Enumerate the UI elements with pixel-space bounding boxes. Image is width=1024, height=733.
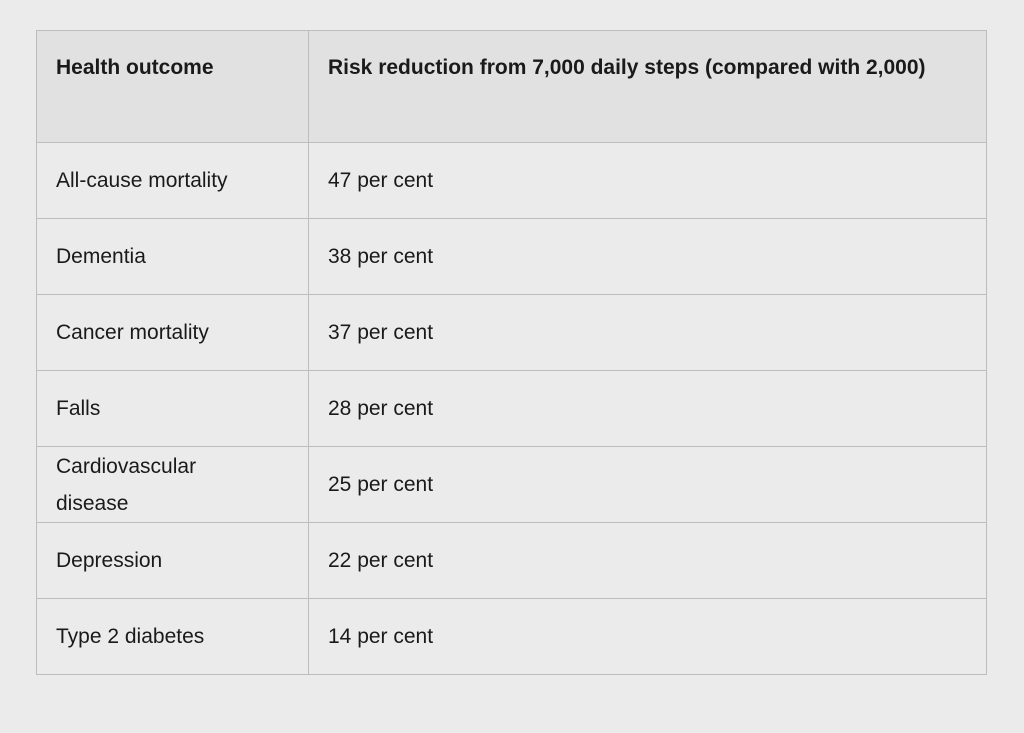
table-cell: 25 per cent — [308, 446, 987, 523]
table-body: All-cause mortality 47 per cent Dementia 38… — [36, 142, 987, 675]
table-cell: All-cause mortality — [36, 142, 309, 219]
table-cell: Cardiovascular disease — [36, 446, 309, 523]
table-cell: Cancer mortality — [36, 294, 309, 371]
table-row: Dementia 38 per cent — [36, 218, 987, 295]
table-cell: Depression — [36, 522, 309, 599]
header-cell: Risk reduction from 7,000 daily steps (c… — [308, 30, 987, 143]
table-cell: 28 per cent — [308, 370, 987, 447]
table-row: Type 2 diabetes 14 per cent — [36, 598, 987, 675]
table-cell: Type 2 diabetes — [36, 598, 309, 675]
table-cell: 38 per cent — [308, 218, 987, 295]
table-cell: Dementia — [36, 218, 309, 295]
table-row: Cardiovascular disease 25 per cent — [36, 446, 987, 523]
table-cell: Falls — [36, 370, 309, 447]
table-cell: 47 per cent — [308, 142, 987, 219]
data-table: Health outcome Risk reduction from 7,000… — [36, 30, 987, 675]
table-head: Health outcome Risk reduction from 7,000… — [36, 30, 987, 143]
header-cell: Health outcome — [36, 30, 309, 143]
table-cell: 14 per cent — [308, 598, 987, 675]
table-row: Depression 22 per cent — [36, 522, 987, 599]
table-row: Cancer mortality 37 per cent — [36, 294, 987, 371]
table-row: All-cause mortality 47 per cent — [36, 142, 987, 219]
table-cell: 37 per cent — [308, 294, 987, 371]
table-row: Falls 28 per cent — [36, 370, 987, 447]
header-row: Health outcome Risk reduction from 7,000… — [36, 30, 987, 143]
table-cell: 22 per cent — [308, 522, 987, 599]
